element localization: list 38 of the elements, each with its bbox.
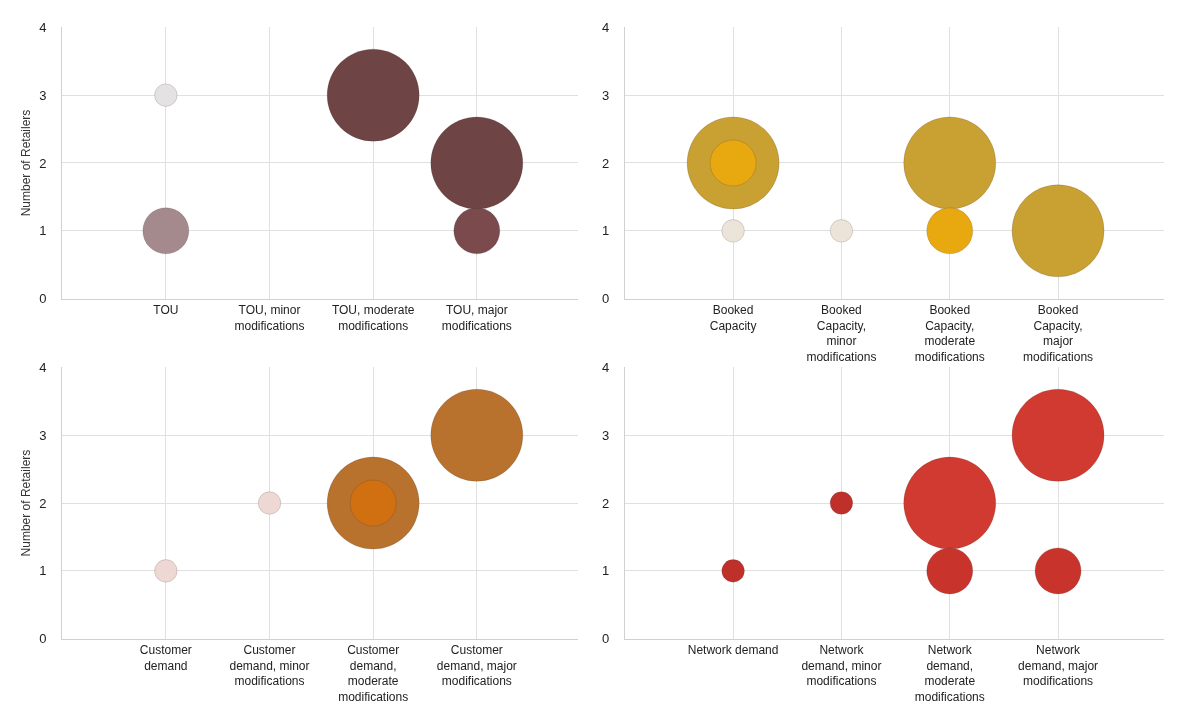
y-tick-label: 4 [39,359,47,375]
x-tick-label: Booked Capacity, major modifications [1023,303,1094,364]
x-tick-label: Booked Capacity [709,303,757,333]
y-tick-label: 0 [601,291,610,307]
y-tick-label: 4 [39,19,47,35]
y-tick-label: 1 [601,563,610,579]
x-tick-label: Network demand, major modifications [1018,643,1099,689]
x-tick-label: TOU, minor modifications [234,303,305,333]
x-tick-label: Customer demand, major modifications [436,643,517,689]
x-tick-label: TOU, major modifications [441,303,512,333]
x-tick-label: TOU, moderate modifications [331,303,415,333]
y-tick-label: 3 [39,87,47,103]
y-tick-label: 2 [39,495,47,511]
x-tick-label: Customer demand, moderate modifications [338,643,409,704]
y-tick-label: 1 [39,223,47,239]
y-tick-label: 0 [39,631,47,647]
y-tick-label: 2 [601,155,610,171]
y-tick-label: 3 [39,427,47,443]
y-tick-label: 1 [39,563,47,579]
y-tick-label: 3 [601,427,610,443]
x-tick-label: Customer demand [139,643,192,673]
x-tick-label: Booked Capacity, minor modifications [806,303,877,364]
y-tick-label: 0 [39,291,47,307]
y-tick-label: 3 [601,87,610,103]
y-tick-label: 2 [601,495,610,511]
x-tick-label: Network demand [687,643,779,658]
x-tick-label: Network demand, moderate modifications [914,643,985,704]
y-tick-label: 2 [39,155,47,171]
y-tick-label: 0 [601,631,610,647]
x-tick-label: Customer demand, minor modifications [229,643,310,689]
x-tick-label: Network demand, minor modifications [801,643,882,689]
y-tick-label: 4 [601,19,610,35]
y-axis-title: Number of Retailers [18,449,33,557]
y-tick-label: 4 [601,359,610,375]
x-tick-label: Booked Capacity, moderate modifications [914,303,985,364]
y-tick-label: 1 [601,223,610,239]
y-axis-title: Number of Retailers [18,109,33,217]
x-tick-label: TOU [153,303,179,318]
